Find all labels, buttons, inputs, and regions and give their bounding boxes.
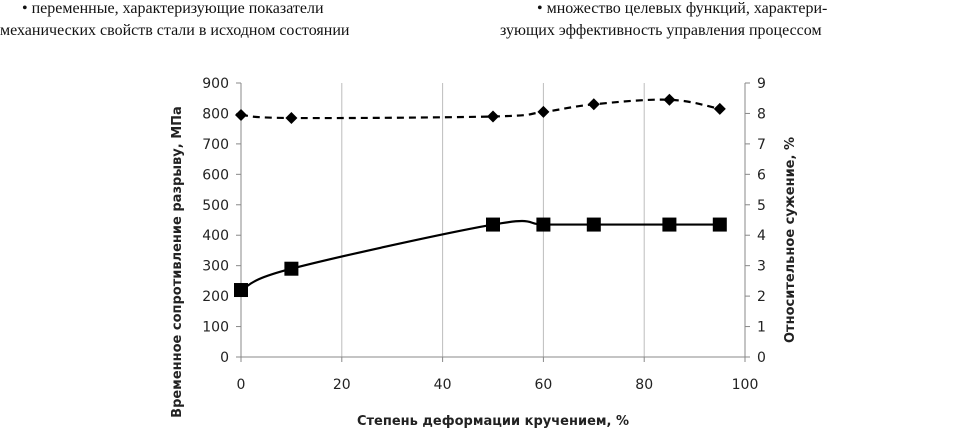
series-1-point (284, 261, 299, 276)
x-tick-label: 0 (237, 377, 246, 393)
series-2-point (235, 108, 247, 121)
y2-tick-label: 8 (757, 106, 766, 122)
x-axis-title: Степень деформации кручением, % (357, 414, 629, 429)
series-2-point (587, 98, 600, 111)
series-1-point (486, 217, 500, 232)
series-2-point (487, 110, 499, 123)
series-1-point (586, 217, 601, 232)
series-1-line (240, 219, 720, 292)
y-tick-label: 900 (202, 76, 229, 92)
y2-tick-label: 0 (757, 350, 766, 366)
x-tick-label: 100 (732, 377, 759, 393)
y-tick-label: 100 (202, 320, 229, 336)
series-1-point (234, 283, 248, 298)
text-left-line2: механических свойств стали в исходном со… (0, 22, 350, 39)
x-tick-label: 20 (333, 377, 351, 393)
x-tick-label: 80 (635, 377, 653, 393)
y2-tick-label: 5 (757, 198, 766, 214)
text-right-line2: зующих эффективность управления процессо… (500, 22, 822, 39)
axes (236, 82, 750, 362)
x-tick-label: 40 (434, 377, 452, 393)
y-tick-label: 500 (202, 198, 229, 214)
series-1-point (536, 217, 551, 232)
series-2-point (663, 93, 676, 106)
y-tick-label: 700 (202, 137, 229, 153)
y2-tick-label: 7 (757, 137, 766, 153)
series-layer (234, 93, 727, 298)
y-tick-label: 300 (202, 259, 229, 275)
x-tick-label: 60 (534, 377, 552, 393)
series-2-point (537, 105, 550, 118)
tick-labels: 0 100 200 300 400 500 600 700 800 900 0 1 2 3 4 5 6 7 8 9 0 2… (202, 76, 766, 393)
y2-axis-title: Относительное сужение, % (783, 137, 798, 343)
y2-tick-label: 3 (757, 259, 766, 275)
y2-tick-label: 4 (757, 228, 766, 244)
y-tick-label: 0 (220, 350, 229, 366)
series-2-point (713, 102, 726, 115)
y2-tick-label: 1 (757, 320, 766, 336)
text-left-line1: • переменные, характеризующие показатели (22, 0, 324, 17)
y-tick-label: 200 (202, 289, 229, 305)
series-1-point (712, 217, 727, 232)
y-tick-label: 600 (202, 167, 229, 183)
y2-tick-label: 2 (757, 289, 766, 305)
text-right-line1: • множество целевых функций, характери- (537, 0, 828, 17)
y-tick-label: 800 (202, 106, 229, 122)
series-1-point (662, 217, 677, 232)
series-2-point (285, 112, 298, 125)
series-2-line (240, 98, 721, 120)
y-tick-label: 400 (202, 228, 229, 244)
y2-tick-label: 9 (757, 76, 766, 92)
y2-tick-label: 6 (757, 167, 766, 183)
y-axis-title: Временное сопротивление разрыву, МПа (170, 106, 185, 418)
